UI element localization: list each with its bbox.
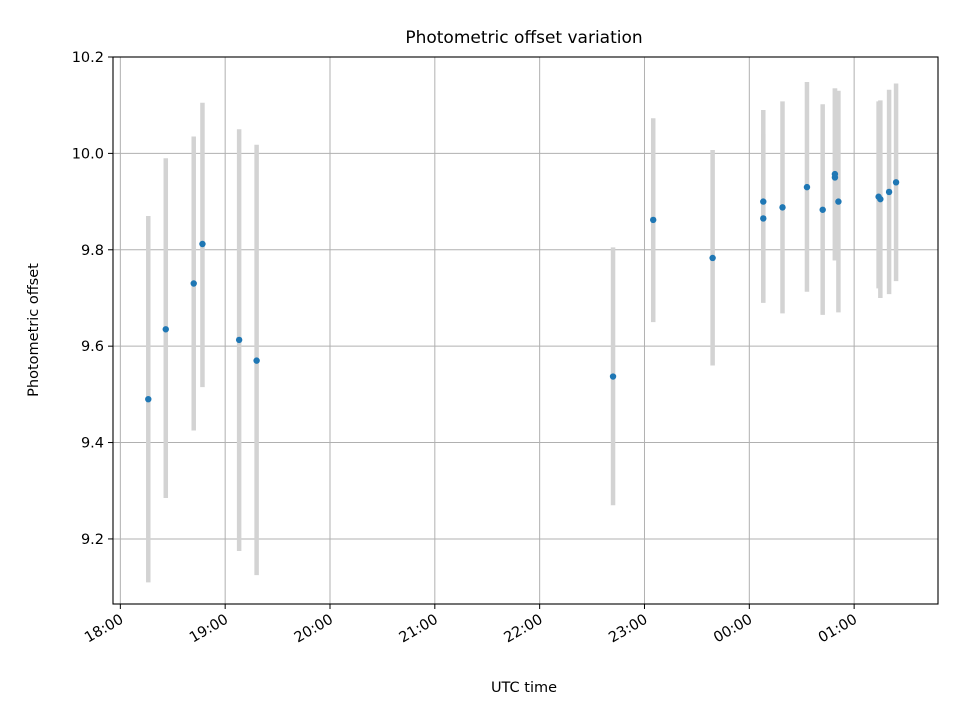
data-point: [145, 395, 152, 403]
data-point: [162, 326, 169, 333]
y-tick-label: 9.2: [81, 532, 104, 548]
data-point: [199, 240, 206, 248]
y-axis-ticks: 9.2 9.4 9.6 9.8 10.0 10.2: [72, 50, 113, 548]
data-point: [760, 215, 767, 222]
data-point: [253, 357, 260, 364]
data-point: [779, 204, 786, 211]
y-tick-label: 9.6: [81, 339, 104, 355]
y-tick-label: 9.4: [81, 436, 104, 452]
x-axis-label: UTC time: [491, 680, 557, 696]
plot-area: [113, 57, 938, 604]
data-point: [892, 179, 900, 186]
data-point: [709, 254, 716, 262]
y-tick-label: 9.8: [81, 243, 104, 259]
y-tick-label: 10.0: [72, 146, 104, 162]
y-axis-label: Photometric offset: [26, 263, 42, 397]
data-point: [803, 183, 811, 191]
data-point: [835, 198, 842, 205]
data-point: [760, 198, 767, 205]
data-points: [145, 170, 900, 403]
data-point: [650, 216, 657, 224]
data-point: [819, 206, 826, 213]
data-point: [831, 170, 839, 178]
plot-frame: [112, 56, 939, 605]
y-tick-label: 10.2: [72, 50, 104, 66]
data-point: [190, 280, 197, 287]
data-point: [609, 373, 617, 380]
data-point: [885, 188, 893, 196]
data-point: [877, 195, 884, 203]
data-point: [235, 336, 243, 344]
chart-title: Photometric offset variation: [405, 28, 642, 48]
